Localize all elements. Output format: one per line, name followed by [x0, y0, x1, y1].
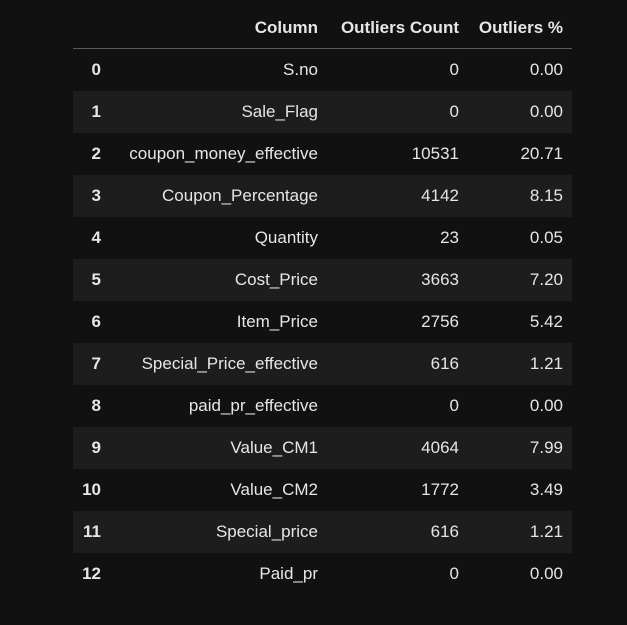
- row-index: 10: [73, 469, 111, 511]
- row-index-label: 1: [91, 102, 101, 121]
- table-row: 8 paid_pr_effective 0 0.00: [73, 385, 572, 427]
- cell-outliers-percent: 5.42: [529, 312, 563, 331]
- row-index: 9: [73, 427, 111, 469]
- table-row: 0 S.no 0 0.00: [73, 49, 572, 92]
- header-outliers-count: Outliers Count: [327, 8, 468, 49]
- cell-outliers-percent: 3.49: [529, 480, 563, 499]
- row-index: 1: [73, 91, 111, 133]
- row-index-label: 12: [82, 564, 101, 583]
- cell-outliers-count: 3663: [421, 270, 459, 289]
- cell-outliers-count: 2756: [421, 312, 459, 331]
- cell-outliers-percent: 7.99: [529, 438, 563, 457]
- cell-outliers-count: 1772: [421, 480, 459, 499]
- row-index-label: 3: [91, 186, 101, 205]
- cell-column-name: Special_price: [215, 522, 318, 541]
- row-index: 8: [73, 385, 111, 427]
- cell-column-name: Quantity: [254, 228, 318, 247]
- cell-outliers-percent: 20.71: [520, 144, 563, 163]
- header-row: Column Outliers Count Outliers %: [73, 8, 572, 49]
- cell-outliers-count: 4064: [421, 438, 459, 457]
- row-index: 3: [73, 175, 111, 217]
- cell-outliers-percent: 8.15: [529, 186, 563, 205]
- row-index-label: 10: [82, 480, 101, 499]
- table-row: 5 Cost_Price 3663 7.20: [73, 259, 572, 301]
- row-index: 6: [73, 301, 111, 343]
- table-row: 3 Coupon_Percentage 4142 8.15: [73, 175, 572, 217]
- row-index-label: 7: [91, 354, 101, 373]
- table-row: 2 coupon_money_effective 10531 20.71: [73, 133, 572, 175]
- cell-outliers-count: 0: [449, 60, 459, 79]
- cell-column-name: Item_Price: [236, 312, 318, 331]
- outliers-table: Column Outliers Count Outliers % 0 S.no 0 0…: [73, 8, 572, 595]
- cell-outliers-percent: 0.00: [529, 564, 563, 583]
- row-index-label: 4: [91, 228, 101, 247]
- header-outliers-percent: Outliers %: [468, 8, 572, 49]
- cell-column-name: Cost_Price: [234, 270, 318, 289]
- row-index-label: 6: [91, 312, 101, 331]
- row-index-label: 11: [83, 522, 101, 541]
- header-column: Column: [111, 8, 327, 49]
- cell-column-name: Paid_pr: [259, 564, 318, 583]
- table-header: Column Outliers Count Outliers %: [73, 8, 572, 49]
- cell-outliers-count: 0: [449, 564, 459, 583]
- header-index: [73, 8, 111, 49]
- cell-column-name: Value_CM1: [230, 438, 318, 457]
- row-index-label: 5: [91, 270, 101, 289]
- cell-outliers-count: 616: [430, 522, 459, 541]
- cell-column-name: paid_pr_effective: [188, 396, 318, 415]
- cell-outliers-percent: 0.00: [529, 396, 563, 415]
- cell-column-name: Value_CM2: [230, 480, 318, 499]
- cell-outliers-percent: 0.00: [529, 102, 563, 121]
- row-index: 12: [73, 553, 111, 595]
- cell-column-name: Special_Price_effective: [141, 354, 318, 373]
- cell-outliers-percent: 0.00: [529, 60, 563, 79]
- cell-outliers-percent: 7.20: [529, 270, 563, 289]
- row-index-label: 0: [91, 60, 101, 79]
- row-index-label: 2: [91, 144, 101, 163]
- cell-outliers-count: 23: [440, 228, 459, 247]
- cell-column-name: S.no: [283, 60, 318, 79]
- cell-outliers-percent: 1.21: [529, 522, 563, 541]
- row-index: 0: [73, 49, 111, 92]
- table-row: 4 Quantity 23 0.05: [73, 217, 572, 259]
- row-index: 5: [73, 259, 111, 301]
- cell-outliers-percent: 1.21: [529, 354, 563, 373]
- row-index: 4: [73, 217, 111, 259]
- table-row: 11 Special_price 616 1.21: [73, 511, 572, 553]
- cell-outliers-count: 10531: [411, 144, 459, 163]
- cell-column-name: Sale_Flag: [241, 102, 318, 121]
- table-row: 9 Value_CM1 4064 7.99: [73, 427, 572, 469]
- cell-outliers-count: 4142: [421, 186, 459, 205]
- row-index-label: 8: [91, 396, 101, 415]
- table-row: 1 Sale_Flag 0 0.00: [73, 91, 572, 133]
- row-index: 11: [73, 511, 111, 553]
- table-row: 12 Paid_pr 0 0.00: [73, 553, 572, 595]
- cell-outliers-count: 0: [449, 102, 459, 121]
- cell-outliers-percent: 0.05: [529, 228, 563, 247]
- cell-outliers-count: 0: [449, 396, 459, 415]
- table-row: 10 Value_CM2 1772 3.49: [73, 469, 572, 511]
- table-row: 6 Item_Price 2756 5.42: [73, 301, 572, 343]
- row-index: 2: [73, 133, 111, 175]
- row-index: 7: [73, 343, 111, 385]
- cell-column-name: Coupon_Percentage: [162, 186, 318, 205]
- cell-column-name: coupon_money_effective: [129, 144, 318, 163]
- row-index-label: 9: [91, 438, 101, 457]
- cell-outliers-count: 616: [430, 354, 459, 373]
- table-row: 7 Special_Price_effective 616 1.21: [73, 343, 572, 385]
- table-body: 0 S.no 0 0.00 1 Sale_Flag 0 0.00 2 coupon_money_e…: [73, 49, 572, 596]
- outliers-dataframe: Column Outliers Count Outliers % 0 S.no 0 0…: [73, 8, 572, 595]
